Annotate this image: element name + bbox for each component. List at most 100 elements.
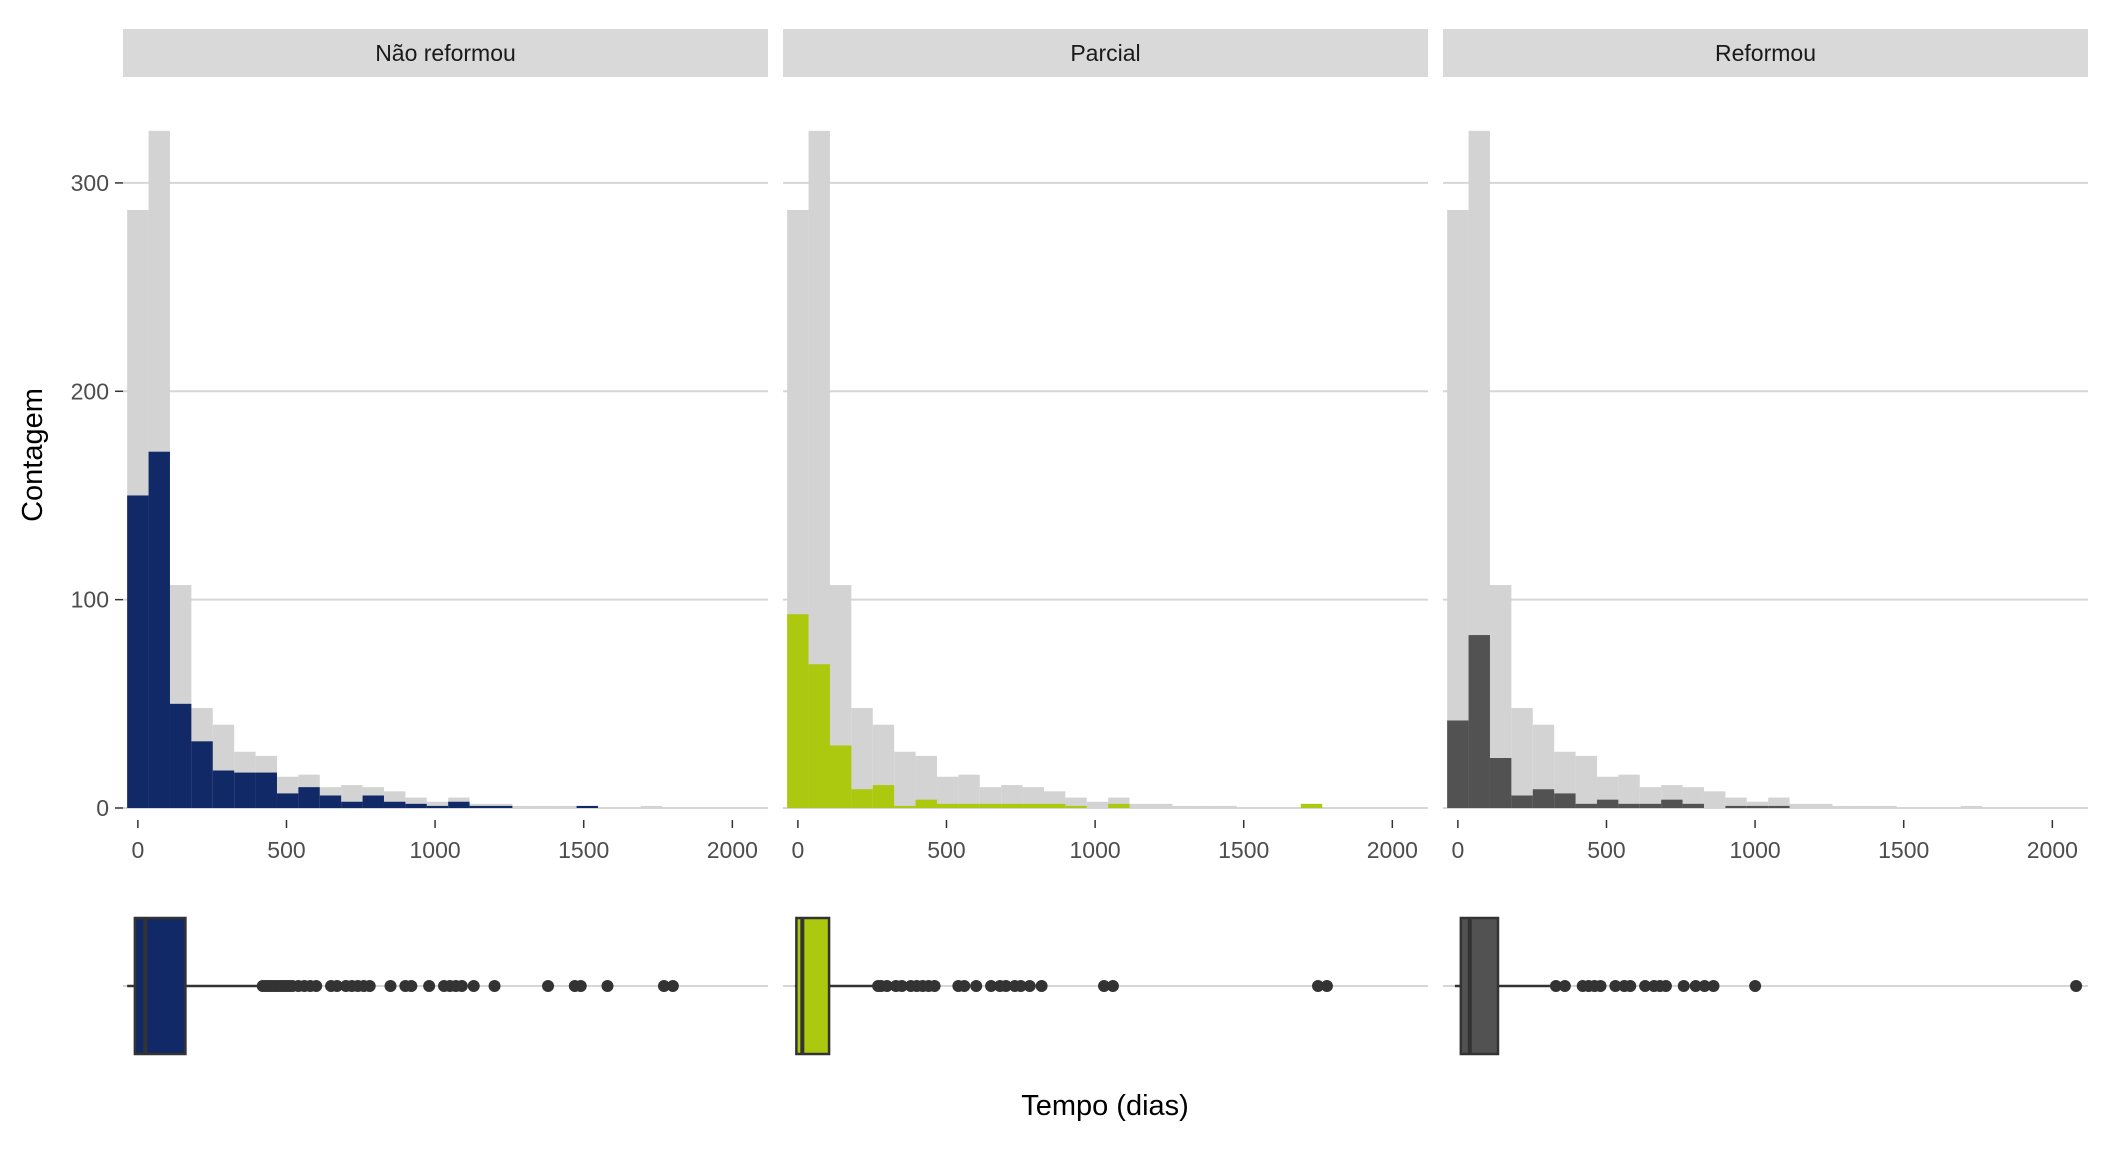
boxplot-outlier — [1624, 980, 1637, 992]
boxplot-outlier — [384, 980, 397, 992]
boxplot-outlier — [1749, 980, 1762, 992]
background-bar — [1810, 803, 1833, 808]
boxplot-outlier — [1558, 980, 1571, 992]
x-tick-label: 1000 — [410, 837, 461, 863]
boxplot-outlier — [1549, 980, 1562, 992]
histogram-bar — [915, 799, 937, 808]
boxplot-box — [1459, 916, 1500, 1056]
histogram-bar — [1596, 799, 1619, 808]
histogram-bar — [851, 789, 873, 808]
boxplot-outlier — [1639, 980, 1652, 992]
histogram-bar — [1065, 805, 1087, 808]
histogram-bar — [1768, 805, 1790, 808]
x-tick-label: 500 — [1587, 837, 1625, 863]
histogram-bar — [298, 787, 320, 808]
x-tick-label: 500 — [927, 837, 965, 863]
boxplot-outlier — [1098, 980, 1111, 992]
boxplot-outlier — [985, 980, 998, 992]
boxplot-outlier — [1609, 980, 1622, 992]
y-axis-title: Contagem — [17, 388, 49, 522]
y-tick-label: 300 — [71, 170, 109, 196]
histogram-bar — [958, 803, 980, 808]
background-bar — [1575, 755, 1597, 808]
boxplot-outlier — [601, 980, 614, 992]
boxplot-box — [133, 916, 187, 1056]
background-bar — [1725, 797, 1747, 808]
boxplot-outlier — [1023, 980, 1036, 992]
x-tick-label: 2000 — [1367, 837, 1418, 863]
background-bar — [426, 801, 449, 808]
histogram-bar — [212, 770, 235, 808]
histogram-bar — [872, 785, 895, 808]
background-bar — [1789, 803, 1811, 808]
panel-strip-label: Reformou — [1715, 40, 1816, 66]
histogram-bar — [383, 801, 406, 808]
histogram-bar — [1682, 803, 1704, 808]
background-bar — [1001, 785, 1023, 808]
background-bar — [1768, 797, 1790, 808]
background-bar — [1960, 805, 1983, 808]
boxplot-outlier — [331, 980, 344, 992]
boxplot-outlier — [310, 980, 323, 992]
background-bar — [1703, 791, 1726, 808]
boxplot-outlier — [455, 980, 468, 992]
boxplot-outlier — [928, 980, 941, 992]
x-tick-label: 1000 — [1070, 837, 1121, 863]
histogram-bar — [319, 795, 342, 808]
histogram-bar — [808, 664, 830, 808]
x-tick-label: 2000 — [2027, 837, 2078, 863]
boxplot-outlier — [1594, 980, 1607, 992]
background-bar — [1065, 797, 1087, 808]
boxplot-outlier — [1320, 980, 1333, 992]
histogram-bar — [1108, 803, 1130, 808]
x-tick-label: 500 — [267, 837, 305, 863]
x-axis-title: Tempo (dias) — [1021, 1090, 1189, 1122]
histogram-bar — [1554, 793, 1576, 808]
background-bar — [1682, 787, 1704, 808]
histogram-bar — [1661, 799, 1683, 808]
boxplot-outlier — [1014, 980, 1027, 992]
background-bar — [1108, 797, 1130, 808]
histogram-bar — [936, 803, 959, 808]
y-tick-label: 0 — [96, 795, 109, 821]
boxplot-outlier — [999, 980, 1012, 992]
background-bar — [1853, 805, 1876, 808]
boxplot-outlier — [467, 980, 480, 992]
boxplot-outlier — [1106, 980, 1119, 992]
boxplot-outlier — [1659, 980, 1672, 992]
boxplot-outlier — [405, 980, 418, 992]
background-bar — [1639, 787, 1662, 808]
histogram-bar — [169, 703, 192, 808]
boxplot-outlier — [542, 980, 555, 992]
x-tick-label: 1500 — [1218, 837, 1269, 863]
histogram-bar — [1447, 720, 1469, 808]
background-bar — [555, 805, 577, 808]
x-tick-label: 0 — [131, 837, 144, 863]
background-bar — [1172, 805, 1194, 808]
background-bar — [1022, 787, 1044, 808]
panel-strip — [1443, 29, 2088, 77]
background-bar — [1215, 805, 1237, 808]
histogram-bar — [1746, 805, 1769, 808]
histogram-bar — [894, 805, 916, 808]
histogram-bar — [191, 741, 213, 808]
panel-1: Parcial 0 500 1000 1500 2000 — [783, 29, 1428, 1056]
boxplot-outlier — [1312, 980, 1325, 992]
background-bar — [915, 755, 937, 808]
background-bar — [1489, 585, 1512, 808]
x-tick-label: 1000 — [1730, 837, 1781, 863]
boxplot-outlier — [1677, 980, 1690, 992]
boxplot-outlier — [666, 980, 679, 992]
boxplot-outlier — [958, 980, 971, 992]
boxplot-outlier — [1035, 980, 1048, 992]
x-tick-label: 1500 — [1878, 837, 1929, 863]
panel-strip — [123, 29, 768, 77]
boxplot-outlier — [1689, 980, 1702, 992]
background-bar — [1746, 801, 1769, 808]
histogram-bar — [1043, 803, 1066, 808]
panel-strip — [783, 29, 1428, 77]
histogram-bar — [405, 803, 427, 808]
panel-2: Reformou 0 500 1000 1500 2000 — [1443, 29, 2088, 1056]
panel-strip-label: Parcial — [1070, 40, 1140, 66]
